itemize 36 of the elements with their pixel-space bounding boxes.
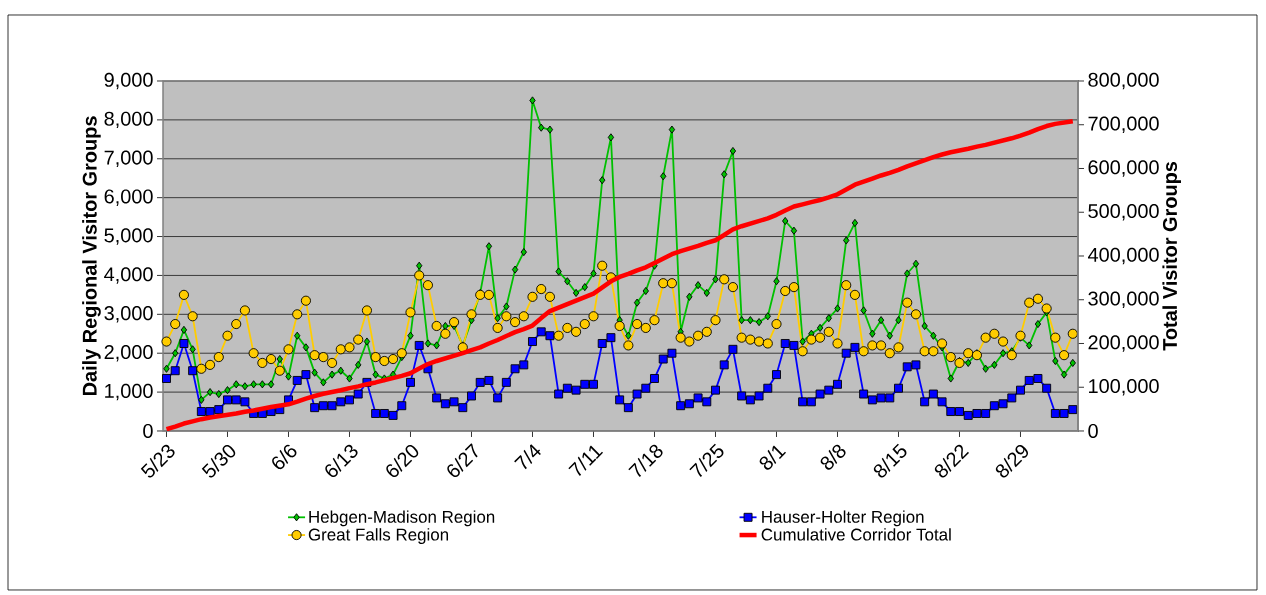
y2-tick-label: 600,000 xyxy=(1088,160,1159,177)
x-tick-label: 6/20 xyxy=(386,444,419,477)
x-tick-label: 5/30 xyxy=(201,444,236,478)
legend-label: Cumulative Corridor Total xyxy=(761,528,951,541)
x-tick-label: 6/13 xyxy=(325,444,358,477)
x-tick-label: 8/1 xyxy=(759,445,787,470)
x-tick-label: 7/18 xyxy=(628,444,663,478)
y2-tick-label: 400,000 xyxy=(1087,247,1159,265)
y-tick-label: 7,000 xyxy=(104,150,153,167)
y-tick-label: 5,000 xyxy=(104,228,153,245)
y-tick-label: 9,000 xyxy=(104,72,153,90)
y-tick-label: 6,000 xyxy=(104,189,153,206)
legend-label: Hebgen-Madison Region xyxy=(309,510,495,527)
y2-tick-label: 700,000 xyxy=(1088,116,1159,133)
y-axis-title: Daily Regional Visitor Groups xyxy=(82,116,101,396)
x-tick-label: 6/6 xyxy=(272,444,297,470)
x-tick-label: 7/4 xyxy=(514,444,541,470)
y2-tick-label: 0 xyxy=(1088,423,1098,439)
y-tick-label: 4,000 xyxy=(104,267,153,284)
x-tick-label: 7/11 xyxy=(568,445,604,477)
legend-label: Hauser-Holter Region xyxy=(762,510,924,527)
y2-tick-label: 500,000 xyxy=(1088,204,1159,221)
y2-axis-title: Total Visitor Groups xyxy=(1162,161,1181,351)
y-tick-label: 2,000 xyxy=(104,344,153,362)
y-tick-label: 1,000 xyxy=(105,383,153,401)
y-tick-label: 8,000 xyxy=(104,111,153,129)
y-tick-label: 0 xyxy=(143,423,153,439)
y-tick-label: 3,000 xyxy=(104,306,153,323)
x-tick-label: 8/29 xyxy=(995,444,1028,478)
legend-label: Great Falls Region xyxy=(308,528,449,544)
x-tick-label: 8/8 xyxy=(820,444,846,470)
y2-tick-label: 300,000 xyxy=(1088,291,1159,308)
x-tick-label: 7/25 xyxy=(689,443,724,478)
y2-tick-label: 100,000 xyxy=(1089,379,1159,396)
y2-tick-label: 200,000 xyxy=(1088,335,1159,352)
y2-tick-label: 800,000 xyxy=(1088,72,1159,90)
